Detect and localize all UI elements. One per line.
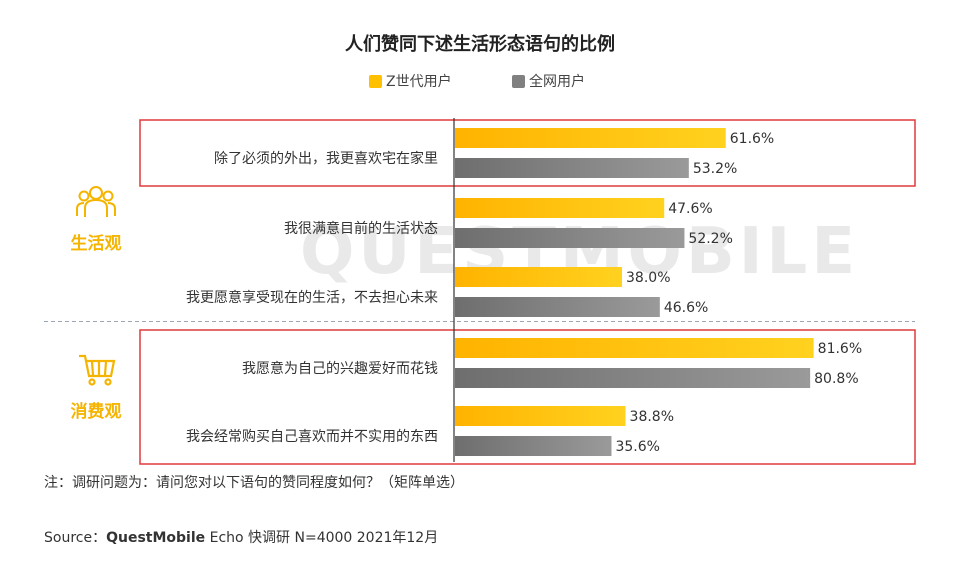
- bar-gen-z: [455, 338, 814, 358]
- bar-gen-z: [455, 267, 623, 287]
- legend-swatch-all-users: [512, 74, 525, 88]
- data-label: 52.2%: [688, 231, 732, 247]
- bar-row-5: 我会经常购买自己喜欢而并不实用的东西 38.8% 35.6%: [186, 406, 674, 456]
- data-label: 38.0%: [626, 270, 670, 286]
- source-brand: QuestMobile: [106, 530, 206, 546]
- highlight-box-1: [139, 119, 916, 187]
- category-label: 我更愿意享受现在的生活，不去担心未来: [186, 289, 438, 306]
- data-label: 47.6%: [668, 201, 712, 217]
- data-label: 53.2%: [693, 161, 737, 177]
- data-label: 81.6%: [818, 341, 862, 357]
- source-prefix: Source：: [44, 530, 107, 546]
- category-label: 我很满意目前的生活状态: [284, 220, 438, 237]
- bar-gen-z: [455, 198, 665, 218]
- category-label: 除了必须的外出，我更喜欢宅在家里: [214, 150, 438, 167]
- highlight-box-2: [139, 329, 916, 465]
- footnote: 注：调研问题为：请问您对以下语句的赞同程度如何？（矩阵单选）: [44, 475, 464, 491]
- data-label: 38.8%: [630, 409, 674, 425]
- data-label: 35.6%: [615, 439, 659, 455]
- bar-all-users: [455, 368, 811, 388]
- bar-gen-z: [455, 406, 626, 426]
- bar-row-4: 我愿意为自己的兴趣爱好而花钱 81.6% 80.8%: [242, 338, 862, 388]
- legend-label-all-users: 全网用户: [529, 74, 585, 90]
- source-line: Source：QuestMobile Echo 快调研 N=4000 2021年…: [44, 527, 438, 547]
- category-label: 我愿意为自己的兴趣爱好而花钱: [242, 360, 438, 377]
- chart-title: 人们赞同下述生活形态语句的比例: [345, 34, 615, 55]
- bar-row-3: 我更愿意享受现在的生活，不去担心未来 38.0% 46.6%: [186, 267, 708, 317]
- category-label-lifestyle: 生活观: [70, 234, 122, 254]
- bar-all-users: [455, 158, 689, 178]
- legend-swatch-gen-z: [369, 74, 382, 88]
- bar-row-1: 除了必须的外出，我更喜欢宅在家里 61.6% 53.2%: [214, 128, 774, 178]
- bar-all-users: [455, 228, 685, 248]
- bar-all-users: [455, 436, 612, 456]
- bar-all-users: [455, 297, 660, 317]
- legend-label-gen-z: Z世代用户: [386, 74, 452, 90]
- data-label: 61.6%: [730, 131, 774, 147]
- bar-row-2: 我很满意目前的生活状态 47.6% 52.2%: [284, 198, 733, 248]
- data-label: 46.6%: [664, 300, 708, 316]
- source-rest: Echo 快调研 N=4000 2021年12月: [205, 530, 439, 546]
- shopping-cart-icon: [77, 352, 117, 392]
- bar-gen-z: [455, 128, 726, 148]
- legend-item-gen-z: Z世代用户: [369, 71, 452, 91]
- category-label: 我会经常购买自己喜欢而并不实用的东西: [186, 429, 438, 445]
- category-label-consumption: 消费观: [70, 402, 122, 422]
- people-icon: [76, 184, 116, 224]
- legend-item-all-users: 全网用户: [512, 71, 585, 91]
- data-label: 80.8%: [814, 371, 858, 387]
